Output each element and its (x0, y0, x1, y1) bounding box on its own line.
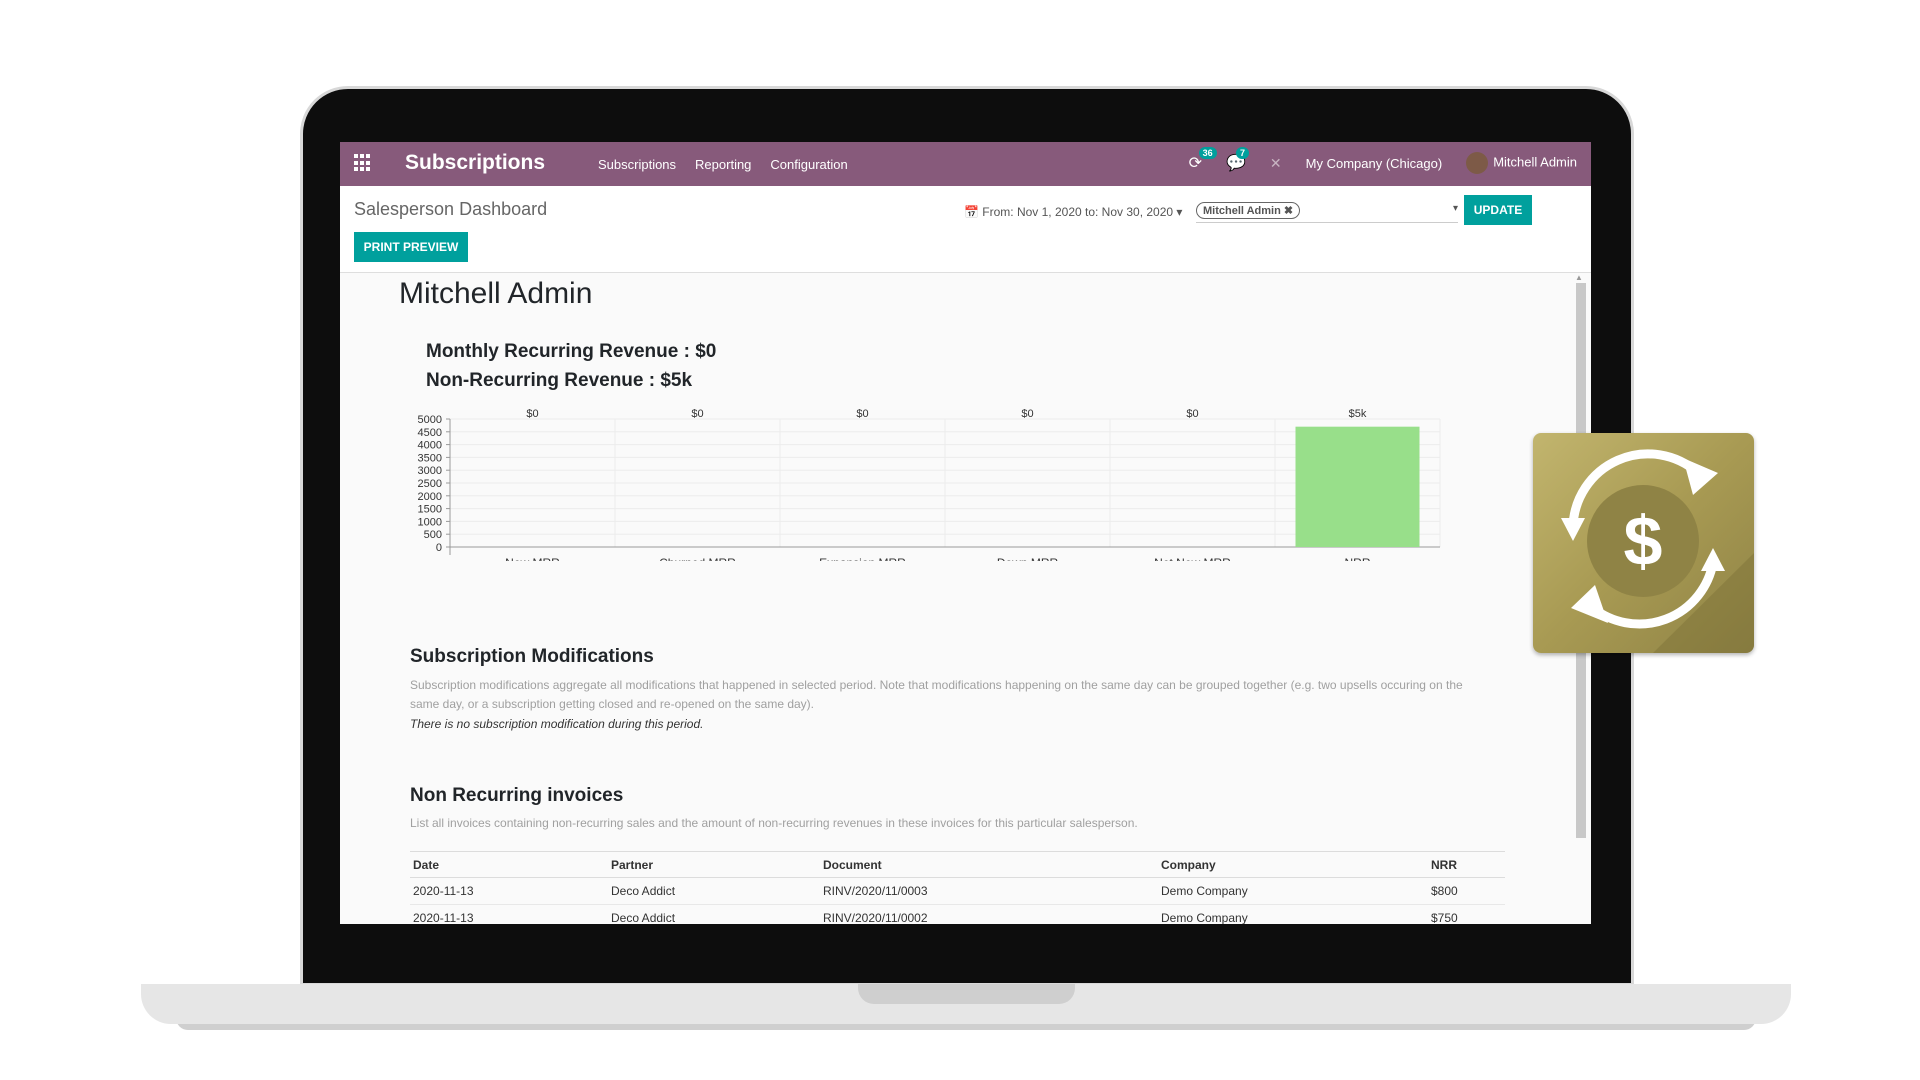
user-avatar (1466, 152, 1489, 174)
y-tick-label: 4000 (418, 440, 442, 452)
apps-grid-icon[interactable] (354, 154, 372, 172)
debug-tools-icon[interactable]: ✕ (1269, 154, 1282, 171)
y-tick-label: 1000 (418, 516, 442, 528)
subscriptions-app-logo: $ (1533, 433, 1754, 653)
laptop-notch (858, 984, 1075, 1004)
date-range-text: From: Nov 1, 2020 to: Nov 30, 2020 (982, 205, 1174, 219)
cell-nrr: $800 (1428, 877, 1505, 905)
cell-document[interactable]: RINV/2020/11/0002 (820, 904, 1158, 924)
y-tick-label: 1500 (418, 504, 442, 516)
x-category-label: Expansion MRR (819, 556, 906, 561)
app-name[interactable]: Subscriptions (405, 151, 546, 174)
cell-document[interactable]: RINV/2020/11/0003 (820, 877, 1158, 905)
cell-company: Demo Company (1158, 877, 1428, 905)
x-category-label: Net New MRR (1154, 556, 1231, 561)
x-category-label: NRR (1345, 556, 1371, 561)
salesperson-tag[interactable]: Mitchell Admin ✖ (1196, 202, 1301, 219)
salesperson-heading: Mitchell Admin (399, 277, 593, 310)
date-range-picker[interactable]: 📅 From: Nov 1, 2020 to: Nov 30, 2020 ▾ (964, 205, 1182, 219)
y-tick-label: 0 (436, 542, 442, 554)
y-tick-label: 5000 (418, 414, 442, 426)
cell-date: 2020-11-13 (410, 877, 608, 905)
remove-tag-icon[interactable]: ✖ (1283, 205, 1294, 217)
messages-badge: 7 (1235, 147, 1249, 159)
print-preview-button[interactable]: PRINT PREVIEW (354, 232, 468, 262)
salesperson-select[interactable]: Mitchell Admin ✖ ▾ (1196, 202, 1458, 223)
cell-date: 2020-11-13 (410, 904, 608, 924)
recurring-dollar-icon: $ (1561, 449, 1754, 653)
y-tick-label: 2000 (418, 491, 442, 503)
svg-text:$: $ (1624, 502, 1663, 580)
user-menu[interactable]: Mitchell Admin (1466, 152, 1577, 174)
menu-reporting[interactable]: Reporting (695, 157, 752, 172)
column-header-document[interactable]: Document (820, 851, 1158, 878)
page-title: Salesperson Dashboard (354, 199, 548, 219)
x-category-label: Churned MRR (659, 556, 736, 561)
invoices-title: Non Recurring invoices (410, 785, 624, 806)
x-category-label: New MRR (505, 556, 560, 561)
dropdown-caret-icon[interactable]: ▾ (1452, 203, 1458, 214)
invoices-description: List all invoices containing non-recurri… (410, 816, 1138, 830)
y-tick-label: 2500 (418, 478, 442, 490)
bar-data-label: $0 (856, 408, 868, 420)
menu-configuration[interactable]: Configuration (770, 157, 848, 172)
y-tick-label: 500 (424, 529, 442, 541)
modifications-description: Subscription modifications aggregate all… (410, 678, 1463, 711)
invoices-table: Date Partner Document Company NRR 2020-1… (410, 851, 1505, 924)
column-header-partner[interactable]: Partner (608, 851, 820, 878)
modifications-empty-message: There is no subscription modification du… (410, 717, 704, 731)
top-navbar: Subscriptions Subscriptions Reporting Co… (340, 142, 1591, 186)
y-tick-label: 4500 (418, 427, 442, 439)
y-tick-label: 3000 (418, 465, 442, 477)
activity-clock-icon[interactable]: ⟳ 36 (1189, 147, 1217, 173)
scroll-up-icon[interactable]: ▲ (1575, 273, 1583, 282)
bar-data-label: $5k (1349, 408, 1367, 420)
column-header-date[interactable]: Date (410, 851, 608, 878)
cell-partner: Deco Addict (608, 877, 820, 905)
table-row[interactable]: 2020-11-13 Deco Addict RINV/2020/11/0003… (410, 877, 1505, 905)
menu-subscriptions[interactable]: Subscriptions (598, 157, 677, 172)
column-header-nrr[interactable]: NRR (1428, 851, 1505, 878)
nrr-summary: Non-Recurring Revenue : $5k (426, 370, 693, 391)
mrr-summary: Monthly Recurring Revenue : $0 (426, 341, 717, 362)
bar-data-label: $0 (1021, 408, 1033, 420)
user-name: Mitchell Admin (1493, 154, 1577, 170)
bar-data-label: $0 (526, 408, 538, 420)
cell-nrr: $750 (1428, 904, 1505, 924)
cell-partner: Deco Addict (608, 904, 820, 924)
update-button[interactable]: UPDATE (1464, 195, 1532, 225)
activity-badge: 36 (1198, 147, 1217, 159)
cell-company: Demo Company (1158, 904, 1428, 924)
company-switcher[interactable]: My Company (Chicago) (1305, 155, 1443, 171)
bar-data-label: $0 (691, 408, 703, 420)
control-panel: Salesperson Dashboard PRINT PREVIEW 📅 Fr… (340, 186, 1591, 273)
chat-messages-icon[interactable]: 💬 7 (1226, 147, 1249, 173)
main-menu: Subscriptions Reporting Configuration (598, 157, 848, 172)
bar-data-label: $0 (1186, 408, 1198, 420)
table-header-row: Date Partner Document Company NRR (410, 851, 1505, 878)
column-header-company[interactable]: Company (1158, 851, 1428, 878)
salesperson-tag-label: Mitchell Admin (1203, 205, 1281, 217)
revenue-bar-chart: 0500100015002000250030003500400045005000… (418, 408, 1441, 561)
y-tick-label: 3500 (418, 452, 442, 464)
dashboard-content: ▲ Mitchell Admin Monthly Recurring Reven… (340, 273, 1591, 924)
table-row[interactable]: 2020-11-13 Deco Addict RINV/2020/11/0002… (410, 904, 1505, 924)
laptop-screen: Subscriptions Subscriptions Reporting Co… (340, 142, 1591, 924)
modifications-title: Subscription Modifications (410, 646, 654, 667)
caret-down-icon: ▾ (1176, 205, 1183, 219)
calendar-icon: 📅 (964, 205, 979, 219)
x-category-label: Down MRR (997, 556, 1059, 561)
bar (1295, 426, 1420, 547)
systray: ⟳ 36 💬 7 ✕ My Company (Chicago) Mitchell A… (1189, 147, 1577, 174)
